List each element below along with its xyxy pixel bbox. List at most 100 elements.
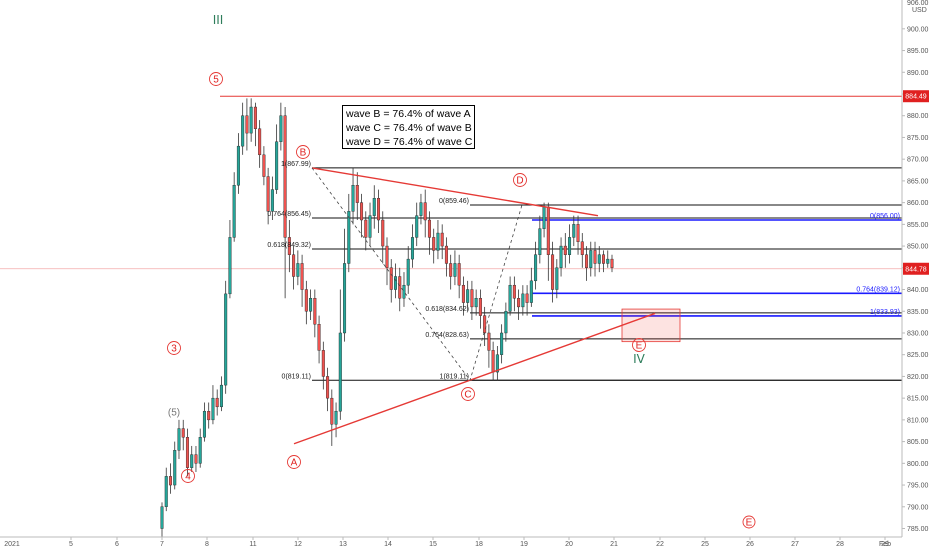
candle-body bbox=[551, 254, 555, 290]
x-tick-label: 8 bbox=[205, 541, 209, 548]
candle-body bbox=[415, 215, 419, 238]
candle-body bbox=[563, 245, 567, 255]
price-badge-label: 844.78 bbox=[905, 266, 927, 273]
wave-label-circle bbox=[461, 387, 475, 401]
candle-body bbox=[423, 202, 427, 221]
candle-body bbox=[538, 228, 542, 255]
y-axis-top-label: 906.00 bbox=[907, 0, 929, 7]
y-tick-label: 795.00 bbox=[907, 483, 929, 490]
x-tick-label: 18 bbox=[475, 541, 483, 548]
candle-body bbox=[449, 263, 453, 277]
candle-body bbox=[474, 298, 478, 308]
fib-level-label: 0(859.46) bbox=[439, 198, 469, 205]
x-tick-label: 13 bbox=[339, 541, 347, 548]
candle-body bbox=[559, 245, 563, 268]
price-badge-label: 884.49 bbox=[905, 94, 927, 101]
drawings-layer bbox=[293, 167, 681, 445]
candle-body bbox=[287, 237, 291, 255]
candle-body bbox=[326, 376, 330, 399]
x-tick-label: 25 bbox=[701, 541, 709, 548]
blue-fib-label: 1(833.93) bbox=[870, 309, 900, 316]
wave-label-circle bbox=[513, 173, 527, 187]
candle-body bbox=[453, 263, 457, 277]
candle-body bbox=[313, 298, 317, 325]
wave-label-circle bbox=[742, 515, 756, 529]
x-tick-label: 29 bbox=[881, 541, 889, 548]
candle-body bbox=[270, 189, 274, 212]
wave-label-circle bbox=[209, 72, 223, 86]
candle-body bbox=[266, 176, 270, 212]
candle-body bbox=[249, 106, 253, 134]
candle-body bbox=[338, 332, 342, 412]
wave-label-text: A bbox=[291, 458, 298, 469]
annotation-line-1: wave B = 76.4% of wave A bbox=[346, 108, 471, 120]
wave-label-text: C bbox=[464, 390, 471, 401]
wave-label-circle bbox=[167, 341, 181, 355]
price-badge bbox=[903, 90, 929, 103]
candle-body bbox=[194, 454, 198, 464]
candle-body bbox=[478, 298, 482, 316]
y-tick-label: 830.00 bbox=[907, 330, 929, 337]
candle-body bbox=[457, 263, 461, 286]
y-tick-label: 850.00 bbox=[907, 244, 929, 251]
y-tick-label: 890.00 bbox=[907, 70, 929, 77]
y-axis-unit-label: USD bbox=[912, 7, 927, 14]
wave-label-text: 4 bbox=[185, 472, 191, 483]
candle-body bbox=[398, 276, 402, 299]
x-tick-label: 28 bbox=[836, 541, 844, 548]
candle-body bbox=[228, 237, 232, 295]
candle-body bbox=[177, 428, 181, 451]
candle-body bbox=[402, 284, 406, 299]
y-tick-label: 800.00 bbox=[907, 461, 929, 468]
blue-fib-label: 0.764(839.12) bbox=[856, 286, 900, 293]
candle-body bbox=[211, 397, 215, 421]
candle-body bbox=[360, 202, 364, 221]
x-tick-label: 5 bbox=[69, 541, 73, 548]
wave-label-paren: (5) bbox=[168, 408, 180, 419]
candle-body bbox=[181, 428, 185, 438]
y-tick-label: 855.00 bbox=[907, 222, 929, 229]
fib-level-label: 0.618(834.62) bbox=[425, 306, 469, 313]
x-tick-label: 21 bbox=[610, 541, 618, 548]
candle-body bbox=[589, 250, 593, 268]
y-tick-label: 880.00 bbox=[907, 113, 929, 120]
y-tick-label: 900.00 bbox=[907, 26, 929, 33]
candle-body bbox=[534, 254, 538, 282]
candle-body bbox=[470, 289, 474, 308]
candle-body bbox=[160, 506, 164, 529]
candle-body bbox=[568, 237, 572, 255]
candle-body bbox=[364, 219, 368, 238]
wave-label-circle bbox=[632, 338, 646, 352]
wave-label-roman: III bbox=[213, 13, 224, 27]
fib-level-label: 0.618(849.32) bbox=[267, 242, 311, 249]
candle-body bbox=[219, 384, 223, 408]
wave-label-text: E bbox=[746, 518, 753, 529]
candle-body bbox=[406, 258, 410, 286]
candle-body bbox=[185, 437, 189, 468]
candle-body bbox=[321, 350, 325, 377]
x-tick-label: 6 bbox=[115, 541, 119, 548]
y-tick-label: 810.00 bbox=[907, 417, 929, 424]
candle-body bbox=[444, 245, 448, 264]
y-tick-label: 820.00 bbox=[907, 374, 929, 381]
y-tick-label: 785.00 bbox=[907, 526, 929, 533]
fib-level-label: 1(867.99) bbox=[281, 161, 311, 168]
y-tick-label: 895.00 bbox=[907, 48, 929, 55]
candle-body bbox=[504, 311, 508, 334]
candle-body bbox=[296, 263, 300, 277]
candle-body bbox=[576, 224, 580, 242]
candle-body bbox=[491, 350, 495, 373]
candle-body bbox=[393, 276, 397, 290]
x-tick-label: 14 bbox=[384, 541, 392, 548]
candle-body bbox=[304, 289, 308, 312]
candles-layer bbox=[160, 98, 614, 538]
candle-body bbox=[258, 128, 262, 156]
wave-label-text: E bbox=[636, 341, 643, 352]
candle-body bbox=[500, 332, 504, 355]
wave-label-circle bbox=[296, 145, 310, 159]
candle-body bbox=[542, 206, 546, 229]
candle-body bbox=[190, 454, 194, 468]
y-tick-label: 840.00 bbox=[907, 287, 929, 294]
